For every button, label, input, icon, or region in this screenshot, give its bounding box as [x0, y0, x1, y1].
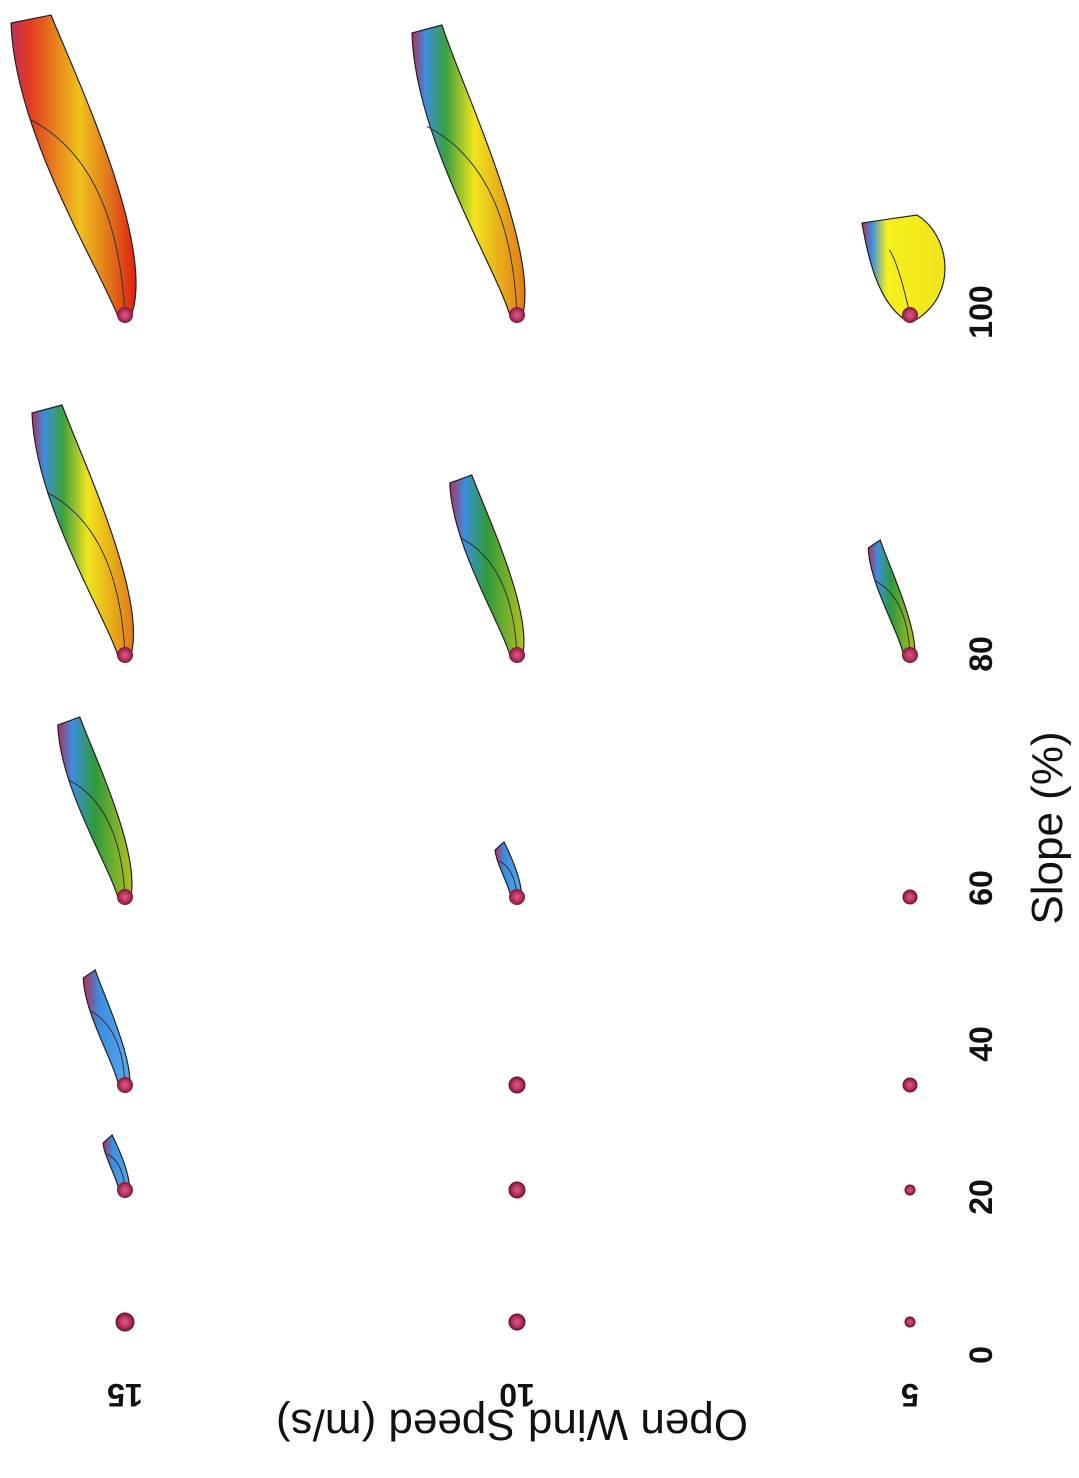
fire-contour — [68, 779, 126, 898]
series-wind-15 — [10, 14, 137, 1332]
ignition-point — [902, 647, 918, 663]
fire-mark — [902, 889, 918, 905]
y-axis-label: Open Wind Speed (m/s) — [276, 1400, 748, 1449]
x-tick-label: 20 — [963, 1179, 999, 1215]
fire-mark — [902, 1077, 918, 1093]
ignition-point — [117, 647, 133, 663]
ignition-point — [117, 889, 133, 905]
y-tick-label: 5 — [901, 1377, 919, 1413]
fire-mark — [57, 716, 133, 904]
ignition-point — [509, 307, 525, 323]
y-tick-label: 10 — [499, 1377, 535, 1413]
y-tick-labels: 15 10 5 — [107, 1377, 919, 1413]
x-tick-label: 80 — [963, 636, 999, 672]
x-tick-label: 0 — [963, 1346, 999, 1364]
fire-mark — [411, 24, 526, 322]
fire-contour — [46, 492, 126, 656]
fire-mark — [861, 214, 946, 322]
ignition-point — [117, 307, 133, 323]
fire-contour — [30, 119, 126, 316]
fire-mark — [449, 474, 525, 662]
ignition-point — [117, 1077, 133, 1093]
fire-contour — [426, 126, 518, 316]
fire-mark — [102, 1134, 131, 1197]
ignition-point — [117, 1182, 133, 1198]
fire-mark — [508, 1181, 526, 1199]
series-wind-10 — [411, 24, 526, 1331]
series-wind-5 — [861, 214, 946, 1328]
fire-mark — [82, 969, 131, 1092]
y-tick-label: 15 — [107, 1377, 143, 1413]
fire-mark — [508, 1313, 526, 1331]
x-tick-label: 40 — [963, 1026, 999, 1062]
fire-contour — [460, 537, 518, 656]
ignition-point — [509, 647, 525, 663]
fire-mark — [867, 539, 916, 662]
fire-mark — [115, 1312, 135, 1332]
fire-contour — [889, 249, 911, 316]
fire-mark — [904, 1316, 916, 1328]
x-tick-label: 100 — [963, 285, 999, 338]
plot-area — [10, 14, 946, 1332]
fire-mark — [494, 841, 523, 904]
ignition-point — [509, 889, 525, 905]
fire-mark — [904, 1184, 916, 1196]
x-tick-labels: 0 20 40 60 80 100 — [963, 285, 999, 1364]
x-axis-label: Slope (%) — [1023, 731, 1072, 924]
fire-contour — [874, 579, 911, 656]
fire-contour — [89, 1009, 126, 1086]
fire-mark — [10, 14, 137, 322]
x-tick-label: 60 — [963, 870, 999, 906]
fire-mark — [508, 1076, 526, 1094]
ignition-point — [902, 307, 918, 323]
fire-mark — [31, 404, 135, 662]
